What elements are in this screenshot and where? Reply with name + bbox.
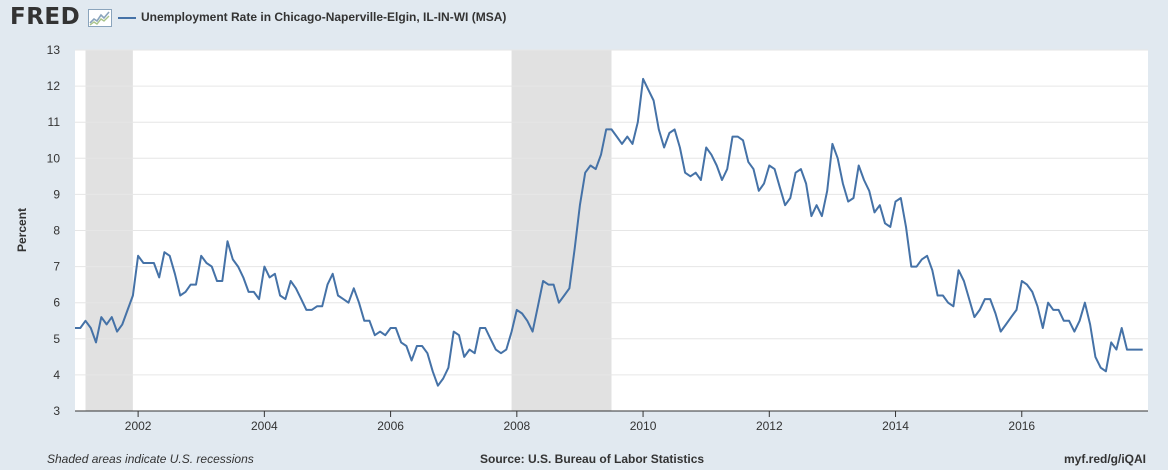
gridlines xyxy=(75,49,1148,376)
x-tick-label-2002: 2002 xyxy=(125,419,152,433)
y-tick-label-9: 9 xyxy=(53,187,60,201)
y-tick-label-12: 12 xyxy=(47,79,61,93)
y-tick-label-5: 5 xyxy=(53,332,60,346)
y-tick-label-13: 13 xyxy=(47,43,61,57)
fred-chart-logo-icon xyxy=(88,9,112,27)
fred-logo[interactable]: FRED xyxy=(10,4,81,30)
legend-series-label[interactable]: Unemployment Rate in Chicago-Naperville-… xyxy=(141,10,507,24)
source-credit: Source: U.S. Bureau of Labor Statistics xyxy=(480,452,705,466)
x-tick-labels: 2002 2004 2006 2008 2010 2012 2014 2016 xyxy=(125,411,1035,433)
y-tick-label-8: 8 xyxy=(53,224,60,238)
y-tick-label-7: 7 xyxy=(53,260,60,274)
legend-swatch xyxy=(118,17,136,19)
y-tick-label-3: 3 xyxy=(53,404,60,418)
y-tick-label-10: 10 xyxy=(47,151,61,165)
x-tick-label-2008: 2008 xyxy=(503,419,530,433)
x-tick-label-2006: 2006 xyxy=(377,419,404,433)
y-tick-label-4: 4 xyxy=(53,368,60,382)
series-line-0[interactable] xyxy=(75,77,1143,387)
y-axis-label: Percent xyxy=(15,208,29,252)
x-tick-label-2016: 2016 xyxy=(1008,419,1035,433)
y-tick-label-11: 11 xyxy=(48,115,61,129)
series-group xyxy=(74,77,1143,387)
x-tick-label-2010: 2010 xyxy=(630,419,657,433)
y-tick-labels: 3 4 5 6 7 8 9 10 11 12 13 xyxy=(47,43,61,418)
chart-header: FRED Unemployment Rate in Chicago-Naperv… xyxy=(0,0,1168,40)
y-tick-label-6: 6 xyxy=(53,296,60,310)
x-tick-label-2004: 2004 xyxy=(251,419,278,433)
x-tick-label-2012: 2012 xyxy=(756,419,783,433)
recession-note: Shaded areas indicate U.S. recessions xyxy=(47,452,254,466)
short-link[interactable]: myf.red/g/iQAI xyxy=(1063,452,1146,466)
x-tick-label-2014: 2014 xyxy=(882,419,909,433)
